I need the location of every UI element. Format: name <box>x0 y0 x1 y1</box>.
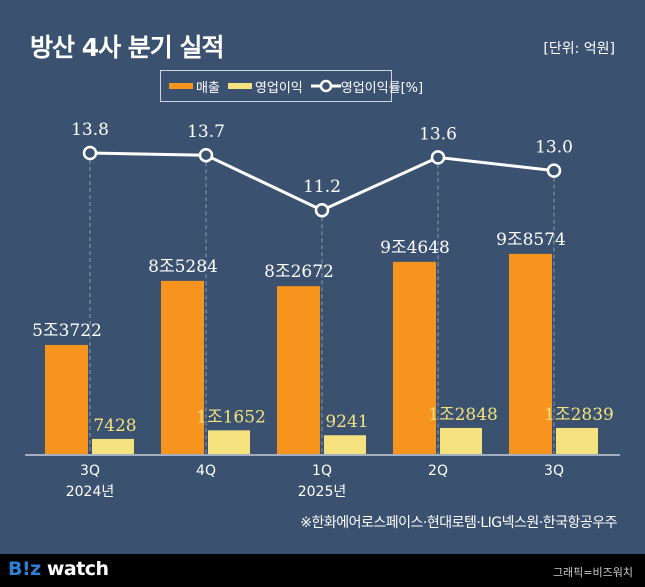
profit-bar <box>208 430 250 454</box>
revenue-bar <box>277 286 320 454</box>
revenue-label: 8조5284 <box>148 257 218 277</box>
x-tick-label: 4Q <box>196 463 216 479</box>
chart-title: 방산 4사 분기 실적 <box>30 33 225 62</box>
footer: B!z watch 그래픽=비즈워치 <box>0 554 645 587</box>
profit-label: 7428 <box>93 416 136 436</box>
x-tick-label: 3Q <box>80 463 100 479</box>
profit-bar <box>324 435 366 454</box>
margin-label: 11.2 <box>303 177 341 197</box>
x-year-label: 2025년 <box>298 484 347 500</box>
legend-label: 매출 <box>196 80 220 96</box>
revenue-label: 5조3722 <box>32 321 102 341</box>
margin-point <box>198 147 214 163</box>
legend-label: 영업이익 <box>254 80 303 96</box>
legend-label: 영업이익률[%] <box>340 80 424 96</box>
unit-label: [단위: 억원] <box>543 41 615 57</box>
revenue-bar <box>161 280 204 454</box>
legend: 매출 영업이익 영업이익률[%] <box>160 70 423 102</box>
margin-point <box>546 163 562 178</box>
source-note: ※한화에어로스페이스·현대로템·LIG넥스원·한국항공우주 <box>300 515 617 531</box>
profit-swatch <box>227 83 252 89</box>
revenue-bar <box>509 253 552 454</box>
profit-bar <box>440 427 482 454</box>
graphic-credit: 그래픽=비즈워치 <box>552 566 633 579</box>
x-tick-label: 2Q <box>428 463 448 479</box>
profit-label: 1조2848 <box>428 405 498 425</box>
margin-point <box>82 145 98 161</box>
legend-margin: 영업이익률[%] <box>310 77 424 96</box>
revenue-swatch <box>169 83 193 89</box>
margin-point <box>430 150 446 165</box>
margin-label: 13.8 <box>71 120 109 140</box>
x-year-label: 2024년 <box>66 484 115 500</box>
profit-bar <box>92 438 134 454</box>
margin-point <box>314 202 330 218</box>
revenue-bar <box>45 344 88 454</box>
revenue-label: 9조4648 <box>380 238 450 258</box>
x-tick-label: 3Q <box>544 463 564 479</box>
legend-profit: 영업이익 <box>227 77 303 96</box>
revenue-label: 8조2672 <box>264 262 334 282</box>
bizwatch-logo: B!z watch <box>8 558 109 580</box>
revenue-label: 9조8574 <box>496 230 566 250</box>
revenue-bar <box>393 261 436 454</box>
line-marker-icon <box>310 79 341 93</box>
profit-label: 1조2839 <box>544 405 614 425</box>
margin-label: 13.7 <box>187 122 225 142</box>
x-tick-label: 1Q <box>312 463 332 479</box>
profit-label: 1조1652 <box>196 407 266 427</box>
legend-revenue: 매출 <box>169 77 220 96</box>
profit-bar <box>556 427 598 454</box>
profit-label: 9241 <box>325 412 368 432</box>
margin-label: 13.0 <box>535 138 573 158</box>
margin-label: 13.6 <box>419 124 457 144</box>
